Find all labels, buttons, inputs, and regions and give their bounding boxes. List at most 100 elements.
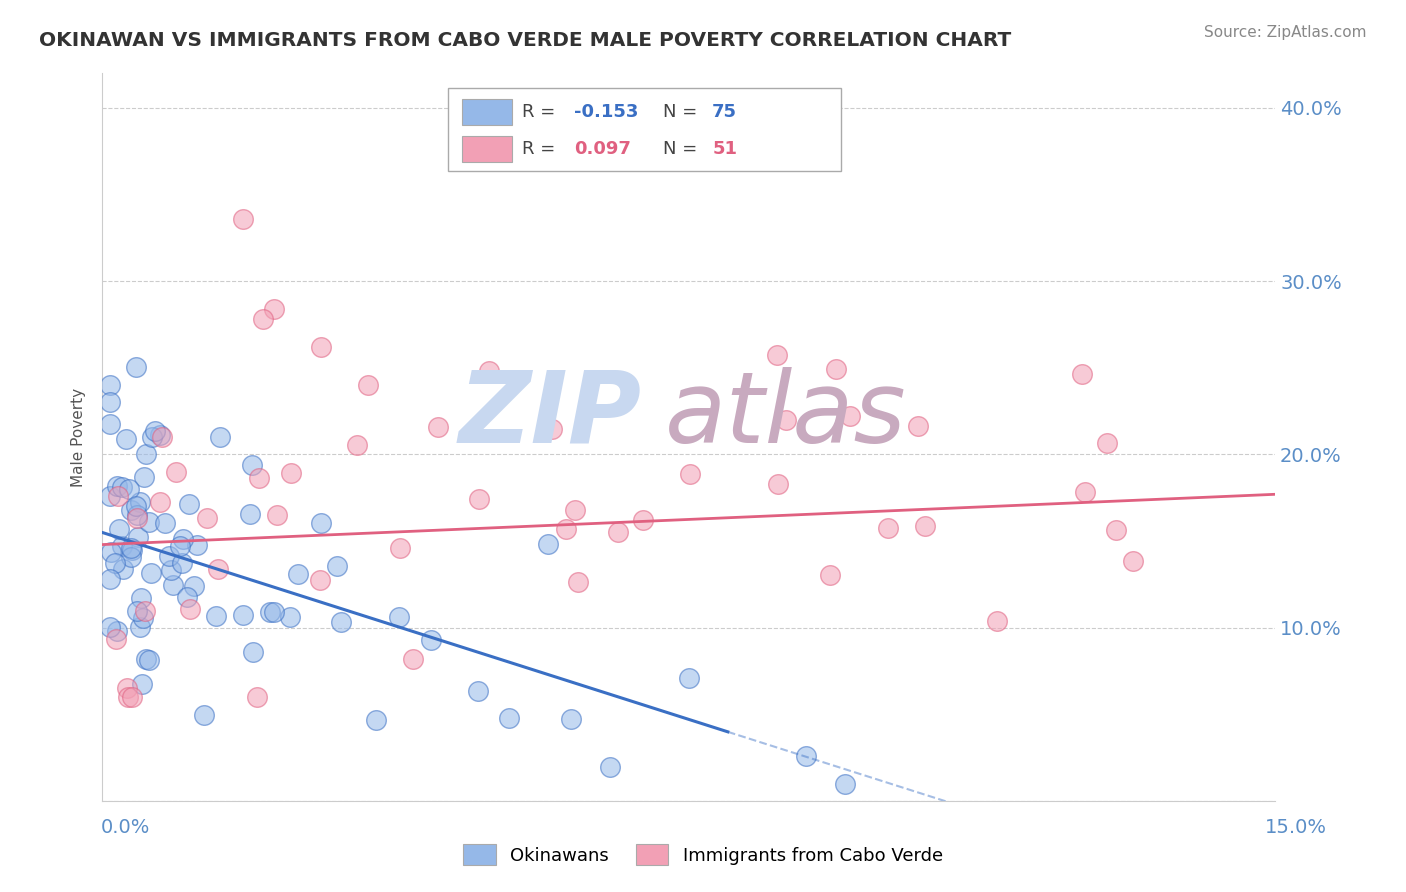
Point bbox=[115, 681, 138, 695]
Point bbox=[150, 430, 173, 444]
Text: 15.0%: 15.0% bbox=[1265, 818, 1327, 837]
Point bbox=[129, 495, 152, 509]
Point bbox=[986, 614, 1008, 628]
Point bbox=[1097, 436, 1119, 450]
Point bbox=[232, 211, 254, 226]
Point bbox=[1070, 368, 1092, 382]
Point bbox=[176, 591, 198, 605]
Point bbox=[179, 602, 201, 616]
Point bbox=[177, 497, 200, 511]
Point bbox=[346, 437, 368, 451]
Point bbox=[287, 567, 309, 582]
Point bbox=[134, 604, 156, 618]
Point bbox=[263, 301, 285, 316]
Point bbox=[107, 523, 129, 537]
Point bbox=[104, 632, 127, 647]
Point bbox=[186, 538, 208, 552]
Text: 0.097: 0.097 bbox=[574, 140, 631, 158]
Point bbox=[280, 466, 302, 480]
FancyBboxPatch shape bbox=[449, 87, 841, 171]
Point bbox=[794, 749, 817, 764]
Point bbox=[129, 591, 152, 605]
Point bbox=[249, 471, 271, 485]
Point bbox=[98, 395, 121, 409]
Point bbox=[157, 549, 180, 563]
Point bbox=[1105, 523, 1128, 537]
Point bbox=[139, 566, 162, 580]
Point bbox=[426, 420, 449, 434]
Point bbox=[876, 521, 898, 535]
Point bbox=[127, 510, 149, 524]
Point bbox=[160, 564, 183, 578]
Point bbox=[124, 360, 146, 375]
Point bbox=[914, 519, 936, 533]
Point bbox=[329, 615, 352, 629]
Text: 51: 51 bbox=[713, 140, 737, 158]
Point bbox=[131, 677, 153, 691]
Text: OKINAWAN VS IMMIGRANTS FROM CABO VERDE MALE POVERTY CORRELATION CHART: OKINAWAN VS IMMIGRANTS FROM CABO VERDE M… bbox=[39, 31, 1012, 50]
Point bbox=[205, 609, 228, 624]
Point bbox=[824, 361, 846, 376]
Point bbox=[555, 522, 578, 536]
Point bbox=[121, 690, 143, 705]
Point bbox=[468, 491, 491, 506]
Point bbox=[118, 482, 141, 496]
Point bbox=[537, 537, 560, 551]
Point bbox=[208, 430, 231, 444]
Point bbox=[162, 578, 184, 592]
Point bbox=[135, 652, 157, 666]
Point bbox=[98, 489, 121, 503]
Point bbox=[246, 690, 269, 705]
Point bbox=[120, 541, 142, 555]
Point bbox=[678, 671, 700, 685]
Point bbox=[98, 417, 121, 431]
Point bbox=[117, 690, 139, 705]
Point bbox=[195, 511, 218, 525]
Point bbox=[120, 502, 142, 516]
Point bbox=[125, 508, 148, 522]
Point bbox=[239, 507, 262, 521]
Point bbox=[104, 556, 127, 570]
Text: 0.0%: 0.0% bbox=[101, 818, 150, 837]
Point bbox=[149, 427, 172, 442]
Point bbox=[98, 573, 121, 587]
Point bbox=[120, 550, 142, 565]
Text: N =: N = bbox=[662, 140, 703, 158]
Point bbox=[259, 605, 281, 619]
Point bbox=[240, 458, 263, 472]
Text: -0.153: -0.153 bbox=[574, 103, 638, 121]
Point bbox=[125, 499, 148, 513]
Point bbox=[308, 573, 330, 587]
Point bbox=[193, 708, 215, 723]
Text: Source: ZipAtlas.com: Source: ZipAtlas.com bbox=[1204, 25, 1367, 40]
Point bbox=[135, 447, 157, 461]
Point bbox=[112, 562, 135, 576]
Point bbox=[169, 539, 191, 553]
Point bbox=[907, 418, 929, 433]
Point bbox=[679, 467, 702, 482]
Point bbox=[132, 611, 155, 625]
Point bbox=[478, 364, 501, 378]
Point bbox=[127, 529, 149, 543]
Point bbox=[818, 568, 841, 582]
Point bbox=[149, 494, 172, 508]
Point bbox=[564, 503, 586, 517]
Point bbox=[172, 533, 194, 547]
Point bbox=[111, 539, 134, 553]
Text: R =: R = bbox=[522, 103, 561, 121]
Point bbox=[599, 760, 621, 774]
Point bbox=[765, 349, 787, 363]
Point bbox=[839, 409, 862, 423]
Point bbox=[1074, 485, 1097, 500]
Point bbox=[100, 545, 122, 559]
Point bbox=[153, 516, 176, 530]
Point bbox=[105, 479, 128, 493]
Point bbox=[607, 525, 630, 540]
Point bbox=[309, 516, 332, 530]
Point bbox=[145, 424, 167, 438]
Text: 75: 75 bbox=[713, 103, 737, 121]
Point bbox=[266, 508, 288, 523]
Point bbox=[98, 620, 121, 634]
Point bbox=[541, 422, 564, 436]
Point bbox=[389, 541, 412, 555]
